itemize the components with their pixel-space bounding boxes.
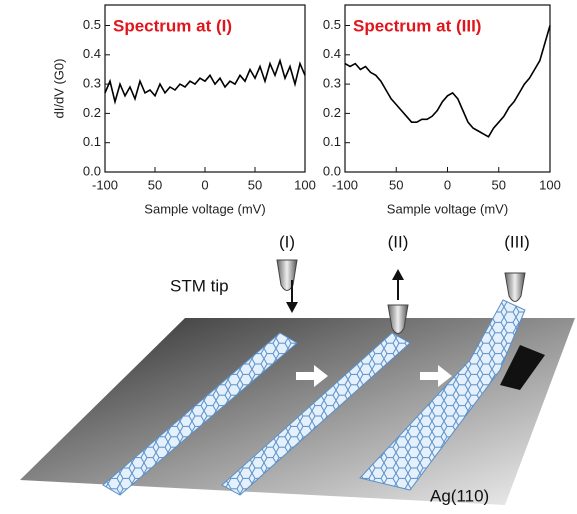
y-tick-label: 0.4 [83,46,101,61]
x-tick-label: 100 [294,177,316,192]
chart: 0.0 0.1 0.2 0.3 0.4 0.5 -100 50 0 50 100 Sample vol… [323,5,561,216]
stm-tip [505,273,525,302]
figure-svg: (I) (II) (III) STM tip Ag(110) 0.0 0.1 0.2… [0,0,577,514]
x-tick-label: 50 [492,177,506,192]
x-tick-label: 0 [201,177,208,192]
tip-label: (II) [388,232,409,251]
y-tick-label: 0.5 [323,17,341,32]
x-tick-label: 50 [248,177,262,192]
y-tick-label: 0.2 [323,105,341,120]
data-line [105,61,305,102]
x-tick-label: -100 [332,177,358,192]
chart-title: Spectrum at (I) [113,16,232,35]
stm-tip [277,260,298,313]
y-tick-label: 0.0 [83,163,101,178]
tip-caption: STM tip [170,276,229,295]
x-tick-label: 100 [539,177,561,192]
x-tick-label: 0 [444,177,451,192]
tip-label: (I) [279,232,295,251]
y-tick-label: 0.3 [323,76,341,91]
chart: 0.0 0.1 0.2 0.3 0.4 0.5 -100 50 0 50 100 Sample vol… [51,5,315,216]
x-tick-label: 50 [148,177,162,192]
tip-label: (III) [504,232,530,251]
figure: (I) (II) (III) STM tip Ag(110) 0.0 0.1 0.2… [0,0,577,514]
data-line [345,26,550,137]
substrate-label: Ag(110) [430,486,489,505]
diagram: (I) (II) (III) STM tip Ag(110) [20,232,575,505]
stm-tip [388,269,408,334]
y-tick-label: 0.1 [83,134,101,149]
y-tick-label: 0.2 [83,105,101,120]
y-tick-label: 0.5 [83,17,101,32]
y-tick-label: 0.1 [323,134,341,149]
chart-title: Spectrum at (III) [353,16,481,35]
y-axis-label: dI/dV (G0) [51,59,66,119]
y-tick-label: 0.0 [323,163,341,178]
x-tick-label: 50 [389,177,403,192]
y-tick-label: 0.3 [83,76,101,91]
x-axis-label: Sample voltage (mV) [387,201,508,216]
y-tick-label: 0.4 [323,46,341,61]
x-tick-label: -100 [92,177,118,192]
x-axis-label: Sample voltage (mV) [144,201,265,216]
